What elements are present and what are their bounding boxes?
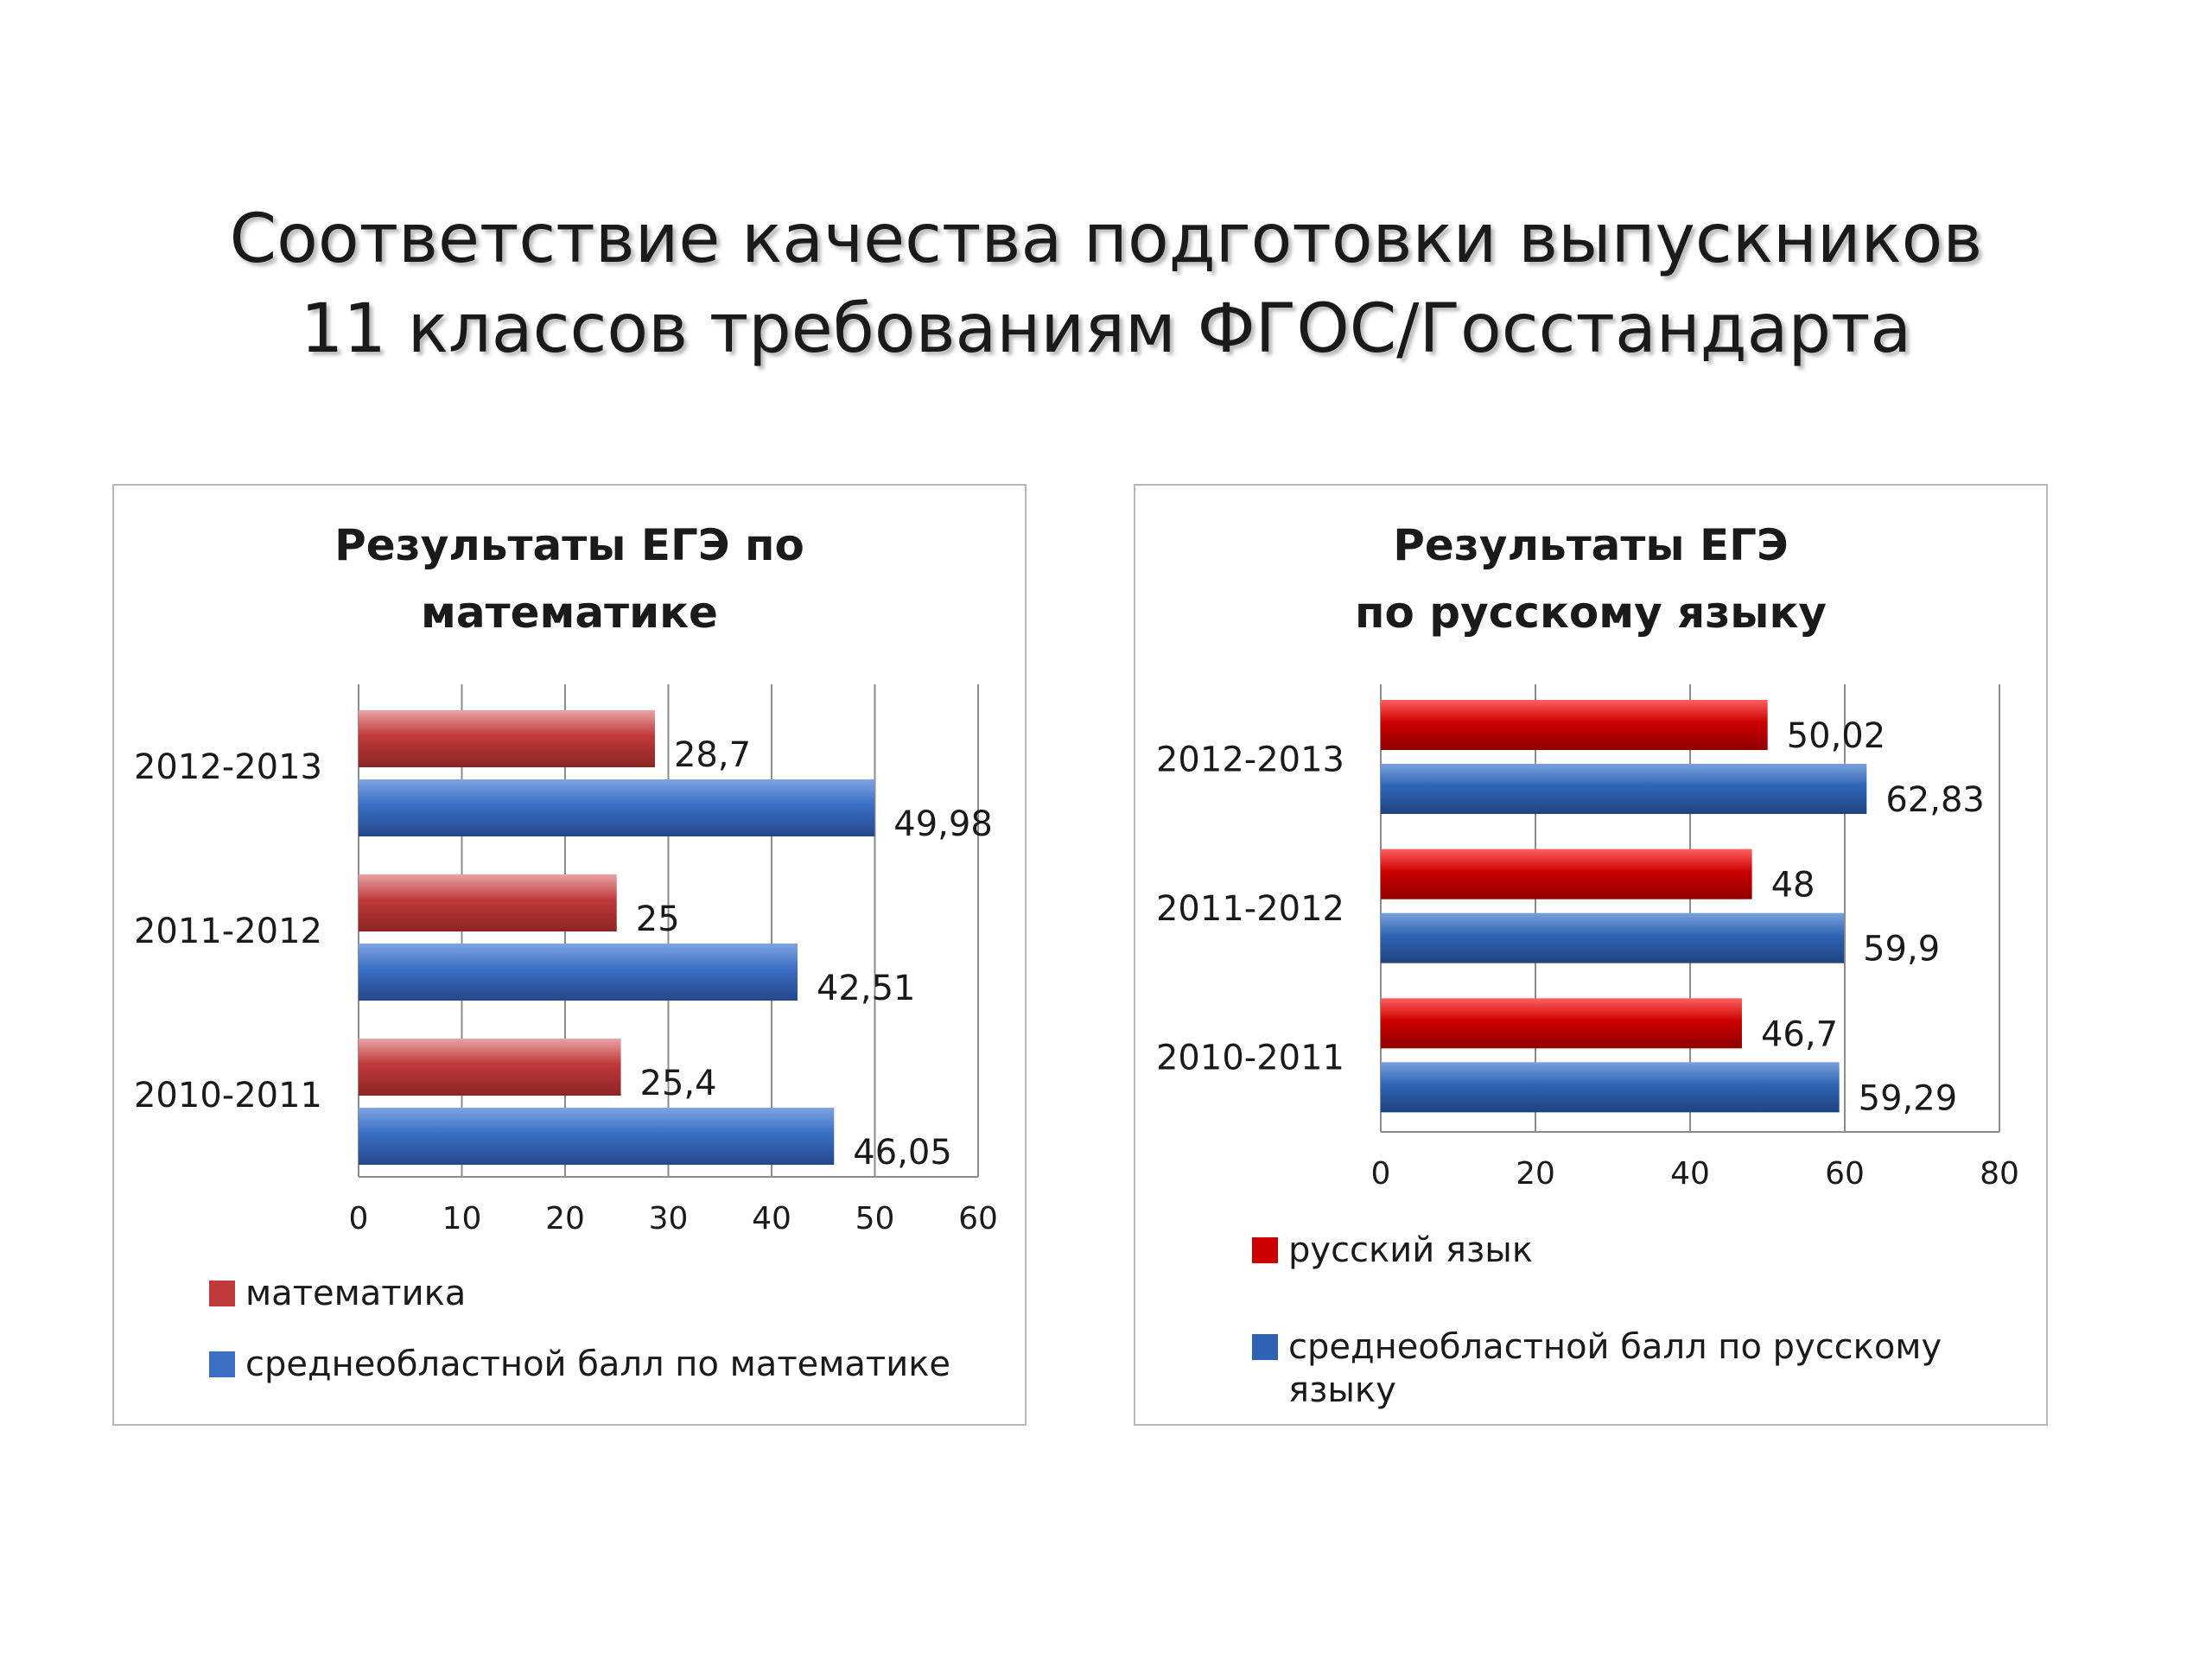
math-bar-chart: 0 10 20 30 40 50 60 2012-2013 28,7 49,98 2011-2012… <box>134 684 998 1236</box>
math-chart-panel: Результаты ЕГЭ по математике 0 10 20 30 40 50… <box>112 484 1027 1426</box>
data-label: 49,98 <box>893 804 993 844</box>
x-tick-label: 80 <box>1980 1156 2019 1192</box>
slide-title-line-2: 11 классов требованиям ФГОС/Госстандарта <box>300 290 1912 368</box>
russian-legend: русский язык среднеобластной балл по рус… <box>1252 1229 2030 1419</box>
math-chart-title-line-1: Результаты ЕГЭ по <box>334 520 804 570</box>
data-label: 46,7 <box>1761 1014 1838 1054</box>
bar-regional-average <box>359 1108 835 1165</box>
x-tick-label: 20 <box>1516 1156 1555 1192</box>
category-label: 2010-2011 <box>134 1076 322 1116</box>
bar-regional-average <box>1381 1062 1840 1113</box>
slide-title-line-1: Соответствие качества подготовки выпускн… <box>229 200 1983 278</box>
bar-school <box>1381 700 1768 750</box>
data-label: 25 <box>636 899 680 939</box>
data-label: 59,9 <box>1863 930 1940 969</box>
legend-item-russian: русский язык <box>1252 1229 1533 1272</box>
data-label: 62,83 <box>1885 780 1985 820</box>
x-tick-label: 50 <box>855 1201 895 1236</box>
legend-label-math-avg: среднеобластной балл по математике <box>245 1344 950 1384</box>
russian-bar-chart: 0 20 40 60 80 2012-2013 50,02 62,83 2011-2012 48 5… <box>1156 684 2019 1192</box>
x-tick-label: 60 <box>958 1201 998 1236</box>
bar-regional-average <box>359 944 798 1001</box>
data-label: 46,05 <box>853 1133 952 1173</box>
legend-swatch-blue <box>209 1351 235 1377</box>
data-label: 48 <box>1771 866 1815 906</box>
x-tick-label: 60 <box>1825 1156 1865 1192</box>
legend-swatch-red <box>1252 1237 1278 1263</box>
math-chart-title-line-2: математике <box>421 588 718 638</box>
category-label: 2010-2011 <box>1156 1039 1344 1078</box>
bar-regional-average <box>1381 764 1867 814</box>
x-tick-label: 40 <box>752 1201 791 1236</box>
legend-label-russian: русский язык <box>1288 1230 1533 1270</box>
x-tick-label: 20 <box>545 1201 585 1236</box>
slide-title: Соответствие качества подготовки выпускн… <box>0 194 2212 374</box>
legend-item-math-avg: среднеобластной балл по математике <box>209 1343 950 1386</box>
russian-chart-title-line-2: по русскому языку <box>1354 588 1827 638</box>
legend-swatch-blue <box>1252 1334 1278 1360</box>
category-label: 2012-2013 <box>134 747 322 787</box>
category-label: 2012-2013 <box>1156 740 1344 779</box>
bar-school <box>1381 998 1742 1049</box>
russian-chart-title-line-1: Результаты ЕГЭ <box>1393 520 1789 570</box>
x-tick-label: 40 <box>1670 1156 1710 1192</box>
data-label: 50,02 <box>1787 716 1886 756</box>
legend-swatch-red <box>209 1281 235 1306</box>
x-tick-label: 10 <box>442 1201 482 1236</box>
category-label: 2011-2012 <box>1156 889 1344 929</box>
x-tick-label: 30 <box>649 1201 689 1236</box>
data-label: 59,29 <box>1859 1078 1958 1118</box>
legend-item-math: математика <box>209 1272 466 1315</box>
legend-label-russian-avg: среднеобластной балл по русскому языку <box>1288 1327 1942 1410</box>
data-label: 42,51 <box>817 969 916 1008</box>
x-tick-label: 0 <box>349 1201 369 1236</box>
russian-chart-panel: Результаты ЕГЭ по русскому языку 0 20 40 60… <box>1134 484 2048 1426</box>
math-legend: математика среднеобластной балл по матем… <box>209 1272 1004 1419</box>
bar-school <box>359 1039 621 1096</box>
bar-school <box>1381 849 1752 899</box>
bar-school <box>359 710 655 767</box>
legend-label-math: математика <box>245 1274 467 1313</box>
russian-chart-title: Результаты ЕГЭ по русскому языку <box>1135 512 2046 646</box>
bar-regional-average <box>1381 912 1845 963</box>
math-chart-title: Результаты ЕГЭ по математике <box>114 512 1025 646</box>
bar-school <box>359 874 617 931</box>
data-label: 28,7 <box>674 735 751 775</box>
bar-regional-average <box>359 779 875 836</box>
data-label: 25,4 <box>640 1064 717 1103</box>
category-label: 2011-2012 <box>134 912 322 951</box>
legend-item-russian-avg: среднеобластной балл по русскому языку <box>1252 1325 2031 1412</box>
x-tick-label: 0 <box>1371 1156 1391 1192</box>
